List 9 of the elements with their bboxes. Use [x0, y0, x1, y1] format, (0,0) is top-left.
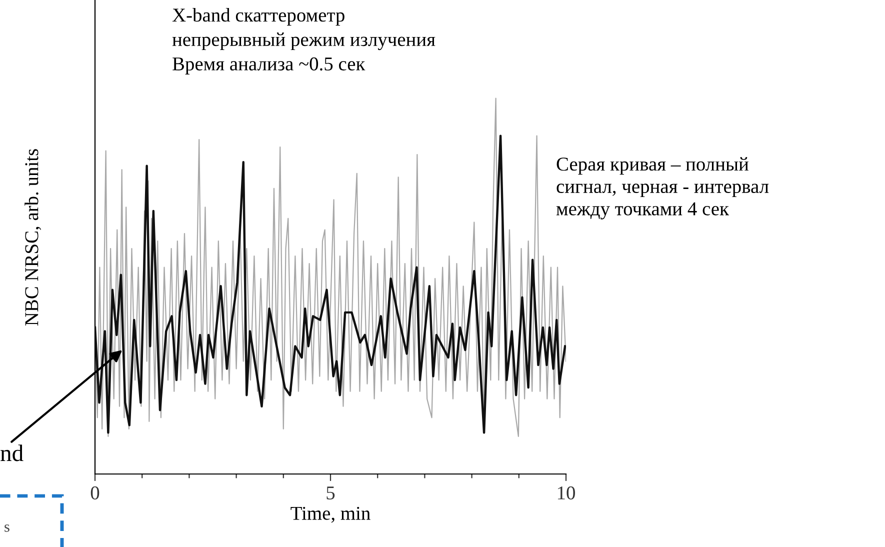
x-tick-label: 0 [90, 486, 100, 500]
annotation: Серая кривая – полный сигнал, черная - интервал между точками 4 сек [556, 157, 769, 220]
y-axis-title: NBC NRSC, arb. units [24, 149, 42, 326]
annotation: nd [0, 444, 24, 462]
x-axis-title: Time, min [290, 506, 370, 523]
text: X-band скаттерометр непрерывный режим излучения Время анализа ~0.5 сек [172, 8, 436, 74]
text: s [4, 524, 10, 532]
x-tick-label: 10 [558, 486, 575, 500]
x-tick-label: 5 [326, 486, 335, 500]
